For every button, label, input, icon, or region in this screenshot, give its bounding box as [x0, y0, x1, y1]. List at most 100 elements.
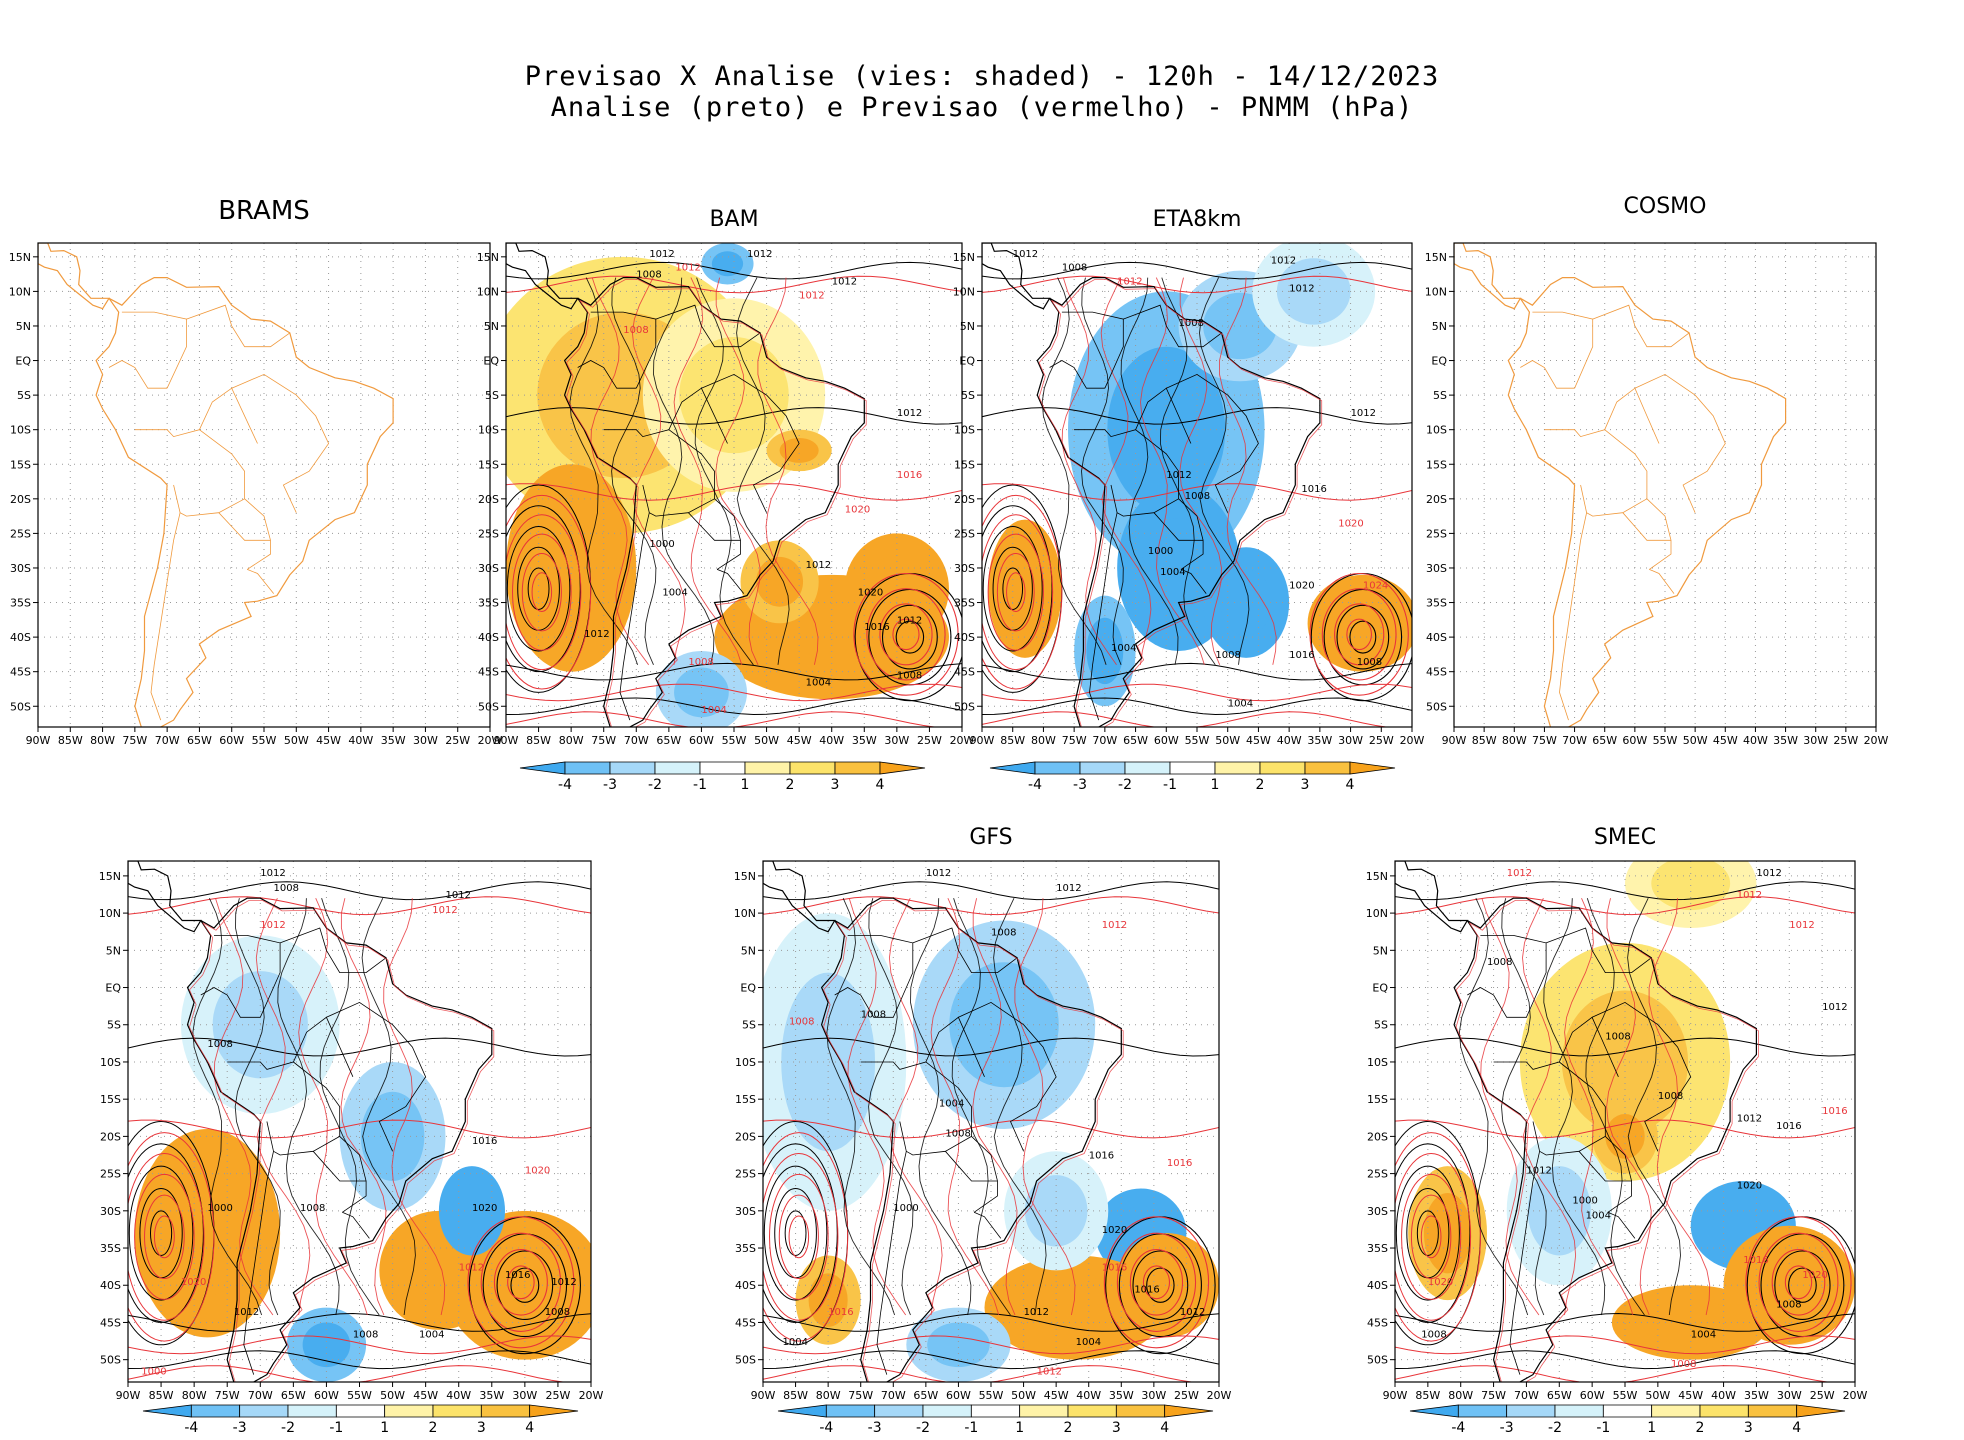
central-america-coast — [1454, 243, 1522, 310]
andes-forecast-outline — [1455, 900, 1759, 1382]
lon-tick-label: 25W — [1833, 734, 1858, 747]
lon-tick-label: 85W — [58, 734, 83, 747]
colorbar-label: 4 — [525, 1420, 534, 1436]
colorbar-swatch — [874, 1404, 924, 1418]
axis-ticks: 15N 10N 5N EQ 5S 10S 15S 20S 25S 30S 35S 40S 45S 50S 9… — [734, 870, 1232, 1402]
contour-label: 1008 — [353, 1329, 378, 1340]
lat-tick-label: 10N — [1366, 907, 1388, 920]
forecast-coastlines — [189, 900, 495, 1382]
analysis-isobar — [1395, 1350, 1855, 1370]
lat-tick-label: EQ — [1431, 355, 1447, 368]
country-border — [1509, 1151, 1540, 1375]
colorbar-swatch — [1079, 761, 1126, 775]
lat-tick-label: EQ — [15, 355, 31, 368]
country-border — [847, 935, 914, 1018]
lon-tick-label: 20W — [1843, 1389, 1868, 1402]
contour-label: 1016 — [472, 1136, 497, 1147]
colorbar-label: 1 — [1015, 1420, 1024, 1436]
country-border — [577, 360, 637, 389]
forecast-isobar — [506, 483, 962, 501]
country-border — [1649, 569, 1675, 594]
forecast-isobar — [673, 277, 743, 665]
forecast-isobar — [144, 1194, 185, 1280]
forecast-isobar — [512, 533, 572, 651]
forecast-isobar — [1309, 572, 1409, 696]
analysis-isobar — [1395, 1165, 1460, 1301]
contour-label: 1008 — [688, 657, 713, 668]
contour-labels: 1012100810121012101210121008101210161020… — [584, 249, 922, 716]
colorbar-label: -3 — [1500, 1420, 1514, 1436]
bias-patch-core — [403, 1234, 475, 1307]
lon-tick-label: 20W — [478, 734, 503, 747]
lat-tick-label: 20S — [1426, 493, 1447, 506]
lon-tick-label: 75W — [215, 1389, 240, 1402]
contour-label: 1008 — [623, 325, 648, 336]
colorbar-swatch — [335, 1404, 386, 1418]
contour-label: 1012 — [445, 890, 470, 901]
lat-tick-label: EQ — [483, 355, 499, 368]
lon-tick-label: 40W — [819, 734, 844, 747]
colorbar-swatch — [834, 761, 881, 775]
contour-label: 1004 — [1228, 698, 1253, 709]
lat-tick-label: 45S — [1426, 666, 1447, 679]
country-border — [1559, 512, 1587, 721]
lat-tick-label: 15N — [1366, 870, 1388, 883]
analysis-isobar — [128, 881, 591, 901]
country-border — [1532, 1121, 1606, 1156]
contour-label: 1020 — [1338, 518, 1363, 529]
axis-ticks: 15N 10N 5N EQ 5S 10S 15S 20S 25S 30S 35S 40S 45S 50S 9… — [477, 251, 975, 747]
lon-tick-label: 65W — [1123, 734, 1148, 747]
contour-label: 1012 — [260, 920, 285, 931]
lon-tick-label: 65W — [281, 1389, 306, 1402]
country-border — [279, 927, 387, 973]
contour-label: 1016 — [1102, 1262, 1127, 1273]
colorbar-label: -1 — [964, 1420, 978, 1436]
contour-label: 1000 — [649, 539, 674, 550]
analysis-isobar — [982, 505, 1053, 673]
contour-label: 1008 — [789, 1017, 814, 1028]
lon-tick-label: 65W — [656, 734, 681, 747]
analysis-isobar — [506, 505, 581, 673]
contour-label: 1016 — [505, 1270, 530, 1281]
contour-label: 1012 — [1289, 283, 1314, 294]
lat-tick-label: 45S — [478, 666, 499, 679]
analysis-isobar — [982, 261, 1412, 280]
country-border — [214, 935, 281, 1018]
country-border — [1558, 1016, 1619, 1077]
lat-tick-label: 10N — [953, 285, 975, 298]
analysis-isobar — [1120, 277, 1179, 665]
lon-tick-label: 75W — [848, 1389, 873, 1402]
country-border — [293, 1016, 354, 1077]
lat-tick-label: 25S — [10, 527, 31, 540]
lat-tick-label: 15N — [953, 251, 975, 264]
analysis-isobar — [611, 277, 657, 665]
analysis-isobar — [1081, 277, 1124, 665]
lat-tick-label: 20S — [735, 1130, 756, 1143]
country-border — [200, 987, 261, 1018]
contour-label: 1012 — [799, 290, 824, 301]
country-border — [121, 311, 187, 389]
lon-tick-label: 50W — [284, 734, 309, 747]
lon-tick-label: 80W — [1031, 734, 1056, 747]
forecast-isobar — [763, 896, 1219, 916]
bias-patch-core — [163, 1170, 252, 1296]
analysis-isobar — [496, 1250, 554, 1321]
contour-label: 1020 — [472, 1203, 497, 1214]
country-border — [925, 1016, 985, 1077]
country-border — [912, 927, 1018, 973]
lat-tick-label: 35S — [478, 597, 499, 610]
contour-label: 1004 — [806, 678, 831, 689]
country-border — [1544, 429, 1672, 570]
central-america-coast — [763, 861, 836, 933]
contour-label: 1004 — [662, 588, 687, 599]
forecast-isobar — [506, 494, 592, 690]
colorbar-swatch — [922, 1404, 972, 1418]
lon-tick-label: 60W — [689, 734, 714, 747]
analysis-isobar — [1774, 1250, 1831, 1321]
lat-tick-label: 35S — [1367, 1242, 1388, 1255]
colorbar-swatch — [384, 1404, 434, 1418]
forecast-isobar — [982, 483, 1412, 501]
coastlines — [128, 861, 493, 1382]
contour-label: 1004 — [939, 1099, 964, 1110]
lon-tick-label: 35W — [381, 734, 406, 747]
